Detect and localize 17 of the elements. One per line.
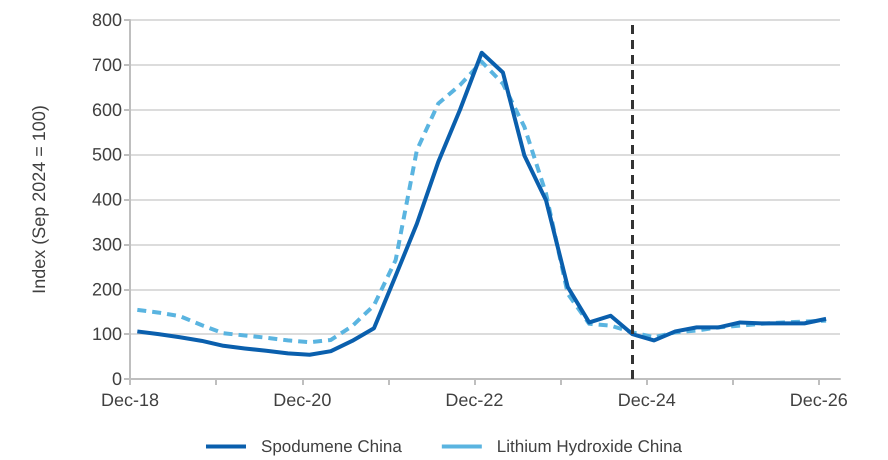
y-tick-label: 800 (92, 10, 122, 30)
x-tick-label: Dec-20 (273, 390, 332, 410)
y-tick-label: 200 (92, 279, 122, 300)
x-tick-label: Dec-22 (445, 390, 504, 410)
legend-label: Spodumene China (260, 437, 402, 456)
x-tick-label: Dec-24 (618, 390, 676, 410)
y-tick-label: 700 (92, 54, 122, 75)
y-tick-label: 0 (112, 369, 122, 389)
x-tick-label: Dec-26 (790, 390, 848, 410)
y-tick-label: 400 (92, 190, 122, 210)
legend-label: Lithium Hydroxide China (496, 437, 683, 456)
y-tick-label: 300 (92, 234, 122, 254)
y-axis-title: Index (Sep 2024 = 100) (29, 105, 49, 294)
y-tick-label: 500 (92, 144, 122, 165)
y-tick-label: 100 (92, 324, 122, 344)
y-tick-label: 600 (92, 100, 122, 120)
x-tick-label: Dec-18 (100, 390, 160, 410)
